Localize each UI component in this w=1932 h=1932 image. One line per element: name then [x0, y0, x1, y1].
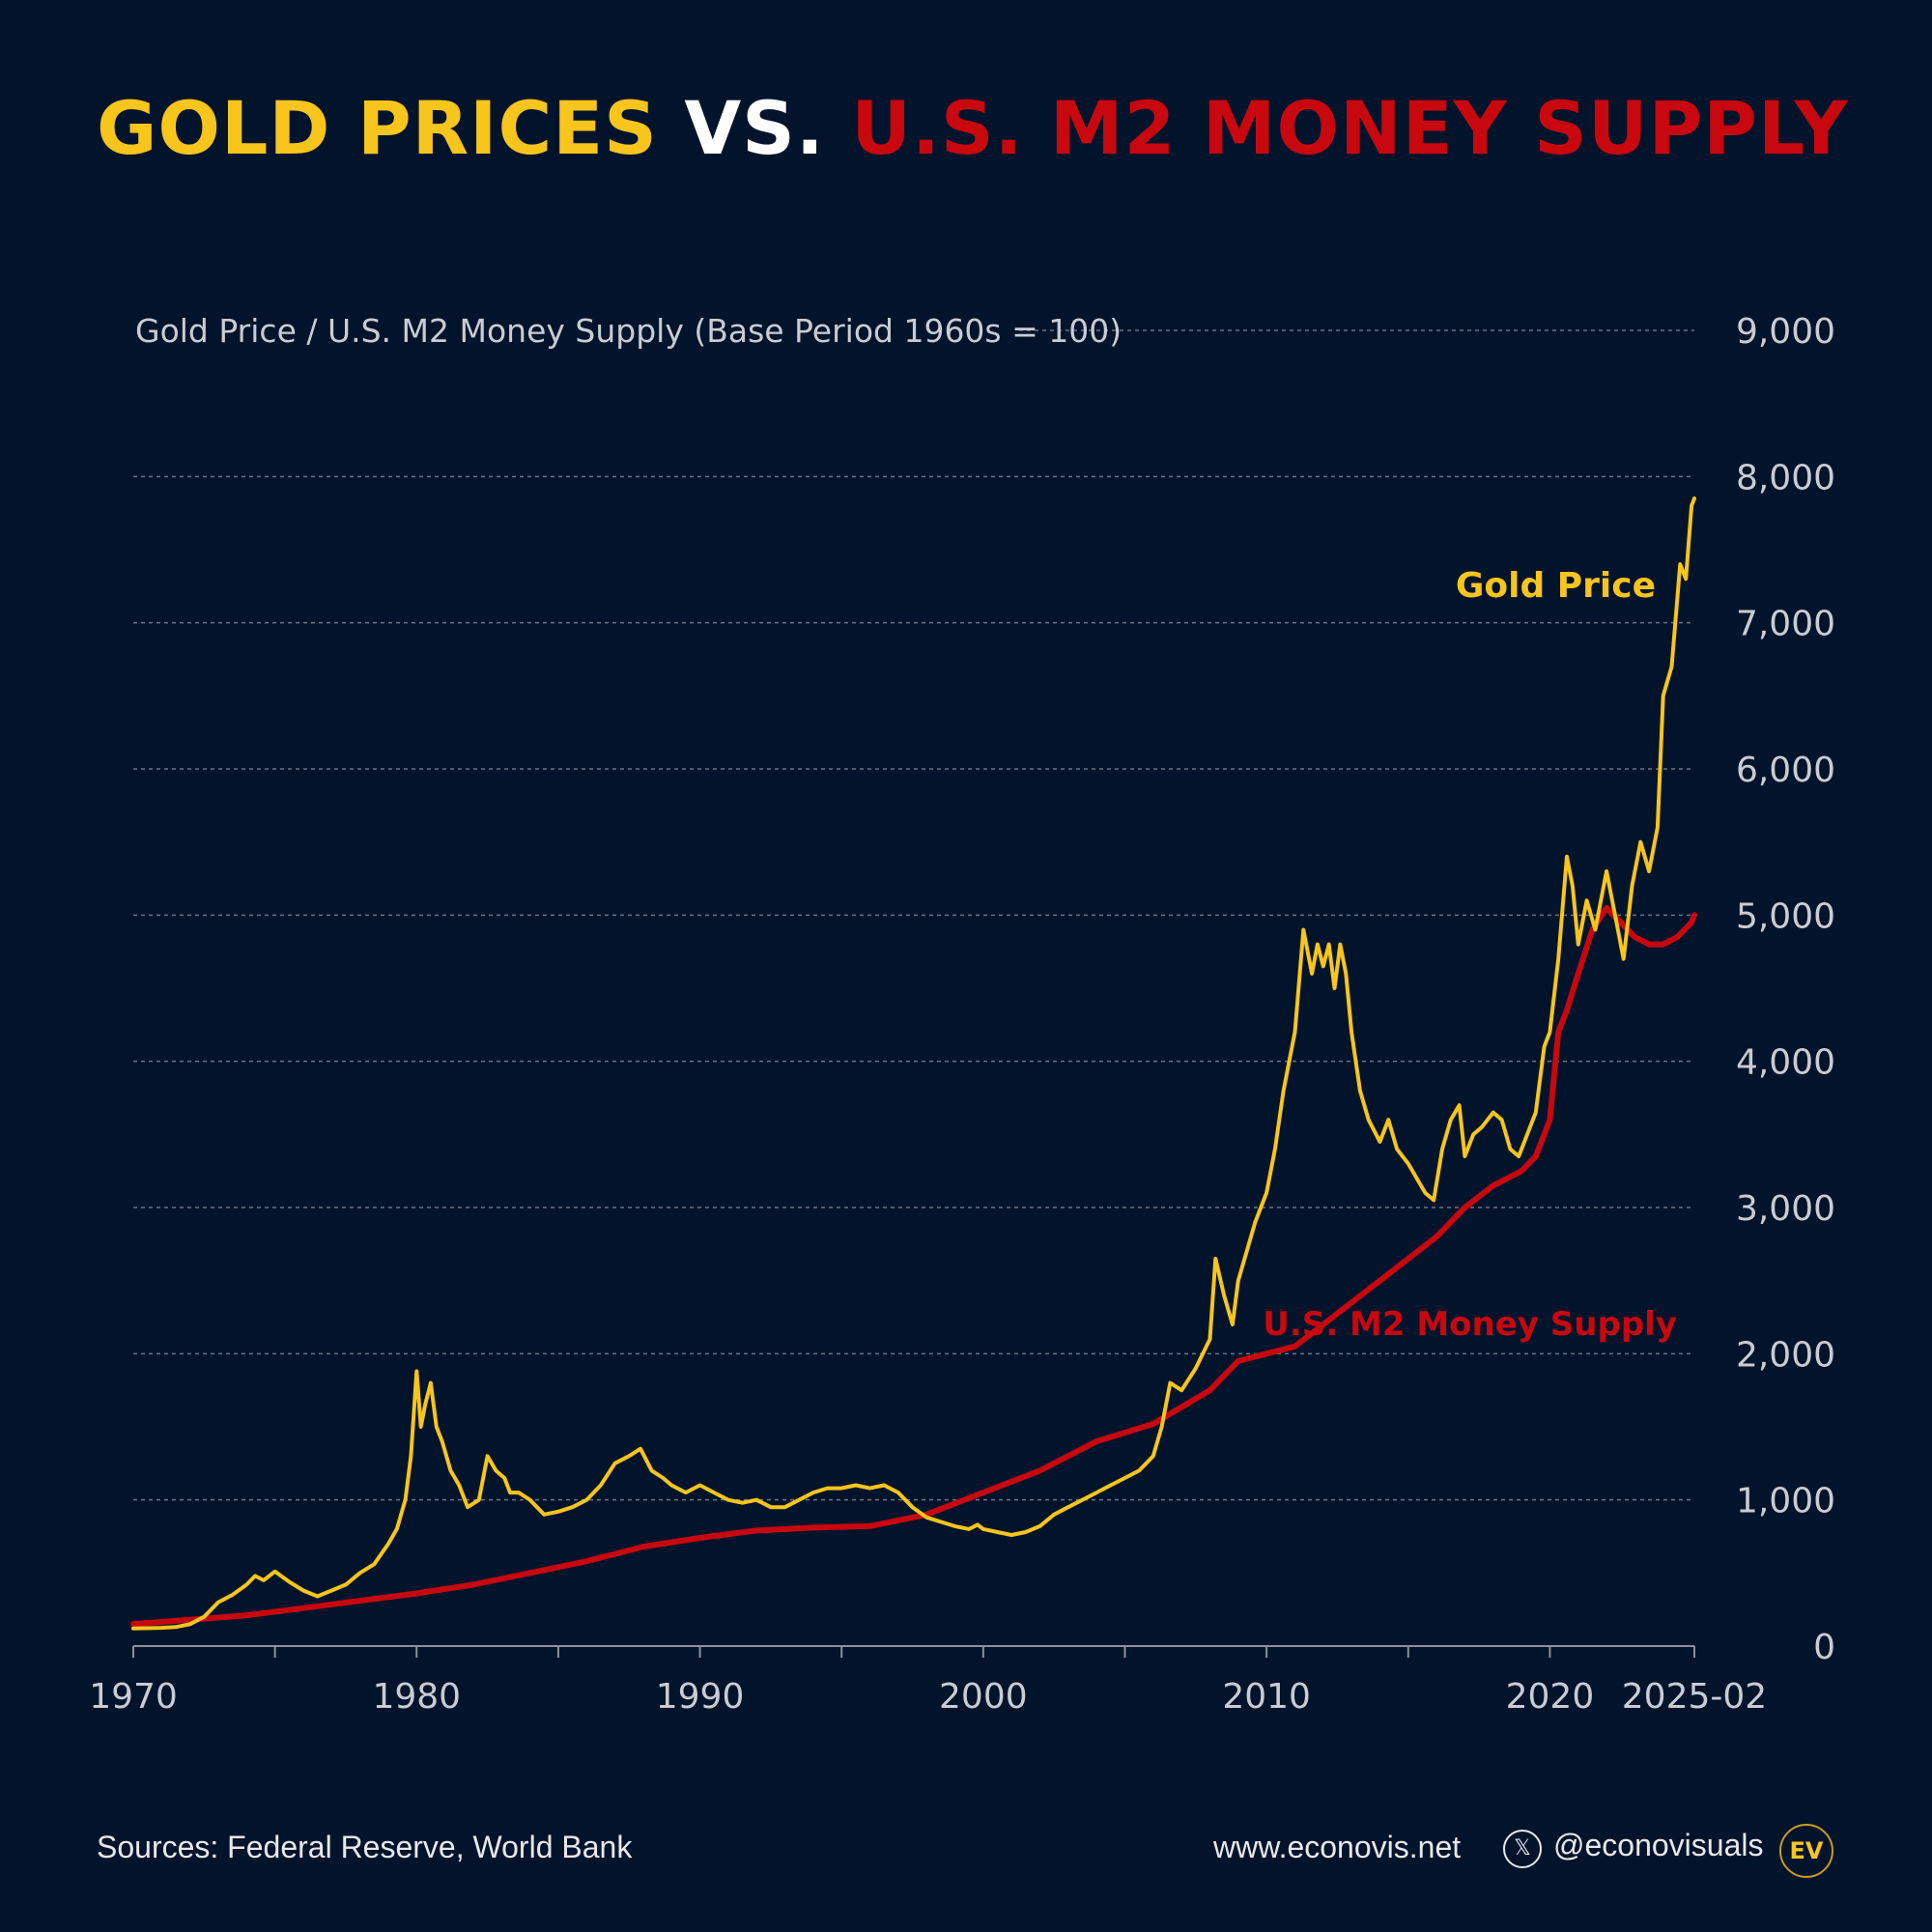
title-gold: GOLD PRICES	[97, 85, 658, 171]
social-handle-link[interactable]: @econovisuals	[1553, 1828, 1764, 1862]
y-tick-label: 8,000	[1736, 458, 1835, 497]
title-m2: U.S. M2 MONEY SUPPLY	[851, 85, 1849, 171]
chart-title: GOLD PRICES VS. U.S. M2 MONEY SUPPLY	[97, 85, 1849, 171]
x-tick-label: 1990	[656, 1677, 745, 1717]
y-tick-label: 7,000	[1736, 605, 1835, 644]
y-tick-label: 4,000	[1736, 1043, 1835, 1083]
grid-layer	[133, 329, 1694, 1501]
label-layer: Gold Price / U.S. M2 Money Supply (Base …	[135, 312, 1677, 1344]
y-tick-label: 2,000	[1736, 1335, 1835, 1375]
x-tick-label: 1980	[372, 1677, 461, 1717]
series-layer	[130, 497, 1697, 1631]
x-tick-label: 2020	[1506, 1677, 1595, 1717]
y-tick-label: 6,000	[1736, 751, 1835, 790]
y-tick-label: 9,000	[1736, 312, 1835, 352]
y-tick-label: 3,000	[1736, 1189, 1835, 1229]
title-vs: VS.	[684, 85, 825, 171]
chart-subtitle: Gold Price / U.S. M2 Money Supply (Base …	[135, 312, 1122, 350]
m2-money-supply-line	[130, 904, 1697, 1628]
axis-layer: 0 1,000 2,000 3,000 4,000 5,000 6,000 7,000 8,00…	[89, 312, 1835, 1717]
x-logo-icon: 𝕏	[1503, 1830, 1542, 1868]
x-tick-label: 2000	[939, 1677, 1028, 1717]
x-tick-label: 2025-02	[1622, 1677, 1767, 1717]
website-link[interactable]: www.econovis.net	[1213, 1830, 1462, 1864]
gold-price-line	[131, 497, 1696, 1631]
sources-text: Sources: Federal Reserve, World Bank	[97, 1830, 633, 1864]
y-tick-label: 1,000	[1736, 1482, 1835, 1521]
y-tick-label: 5,000	[1736, 896, 1835, 936]
gold-price-label: Gold Price	[1456, 566, 1656, 606]
econovis-logo: EV	[1779, 1824, 1833, 1878]
m2-money-supply-label: U.S. M2 Money Supply	[1263, 1305, 1677, 1344]
y-tick-label: 0	[1813, 1628, 1835, 1667]
x-tick-label: 2010	[1222, 1677, 1311, 1717]
x-tick-label: 1970	[89, 1677, 178, 1717]
